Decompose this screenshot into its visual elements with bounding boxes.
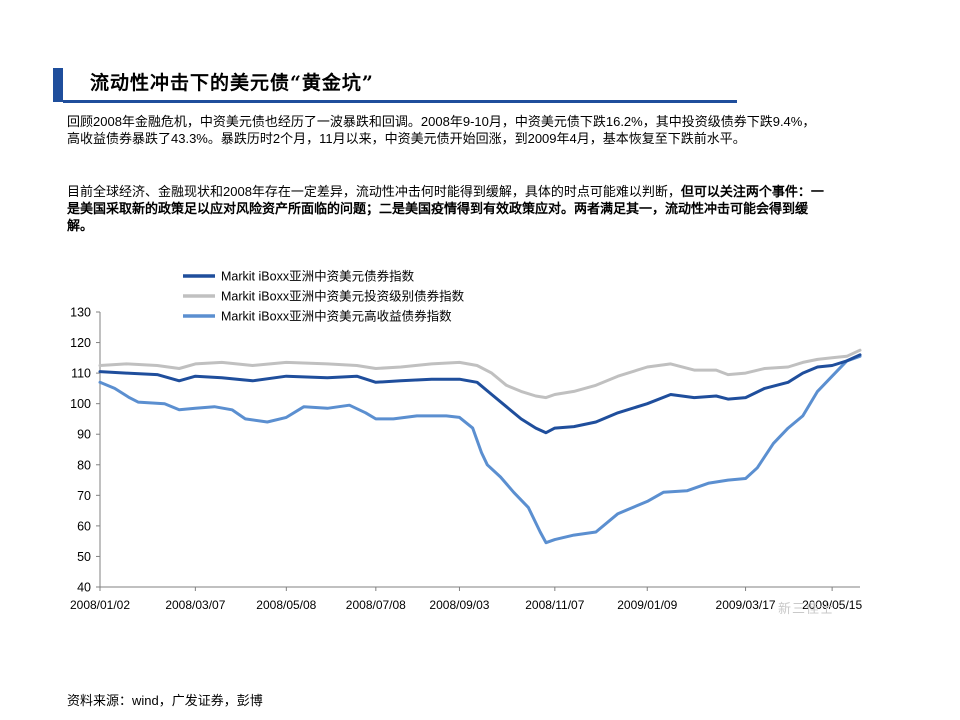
x-tick-label: 2008/11/07 xyxy=(525,598,584,612)
x-axis: 2008/01/02 2008/03/07 2008/05/08 2008/07/08… xyxy=(70,586,862,612)
y-tick-label: 70 xyxy=(77,489,91,503)
y-tick-label: 80 xyxy=(77,458,91,472)
x-tick-label: 2008/01/02 xyxy=(70,598,130,612)
legend-label-2: Markit iBoxx亚洲中资美元投资级别债券指数 xyxy=(221,289,465,304)
y-tick-label: 40 xyxy=(77,581,91,595)
series-line-3 xyxy=(98,354,862,545)
legend-label-3: Markit iBoxx亚洲中资美元高收益债券指数 xyxy=(221,309,452,324)
y-tick-label: 60 xyxy=(77,519,91,533)
y-tick-label: 90 xyxy=(77,428,91,442)
bond-index-chart: Markit iBoxx亚洲中资美元债券指数 Markit iBoxx亚洲中资美元… xyxy=(70,269,863,613)
source-note: 资料来源：wind，广发证券，彭博 xyxy=(67,693,263,708)
x-tick-label: 2008/05/08 xyxy=(256,598,316,612)
paragraph-outlook-bold: 但可以关注两个事件：一是美国采取新的政策足以应对风险资产所面临的问题；二是美国疫… xyxy=(67,184,824,233)
y-axis: 40 50 60 70 80 90 100 110 120 130 xyxy=(70,306,101,595)
page-title: 流动性冲击下的美元债“黄金坑” xyxy=(90,72,374,94)
chart-legend: Markit iBoxx亚洲中资美元债券指数 Markit iBoxx亚洲中资美元… xyxy=(183,269,465,324)
x-tick-label: 2008/09/03 xyxy=(429,598,489,612)
series-line-1 xyxy=(98,353,862,435)
paragraph-outlook: 目前全球经济、金融现状和2008年存在一定差异，流动性冲击何时能得到缓解，具体的… xyxy=(67,183,827,234)
title-underline xyxy=(63,100,737,103)
y-tick-label: 120 xyxy=(70,336,91,350)
plot-area xyxy=(98,348,862,545)
x-tick-label: 2008/03/07 xyxy=(165,598,225,612)
x-tick-label: 2009/01/09 xyxy=(617,598,677,612)
x-tick-label: 2009/03/17 xyxy=(716,598,776,612)
paragraph-review: 回顾2008年金融危机，中资美元债也经历了一波暴跌和回调。2008年9-10月，… xyxy=(67,114,816,146)
y-tick-label: 110 xyxy=(71,367,91,381)
x-tick-label: 2009/05/15 xyxy=(802,598,862,612)
y-tick-label: 100 xyxy=(70,397,91,411)
watermark: 新三佳士 xyxy=(778,601,835,616)
title-accent-bar xyxy=(53,68,63,102)
x-tick-label: 2008/07/08 xyxy=(346,598,406,612)
series-line-2 xyxy=(98,348,862,400)
legend-label-1: Markit iBoxx亚洲中资美元债券指数 xyxy=(221,269,415,284)
paragraph-outlook-normal: 目前全球经济、金融现状和2008年存在一定差异，流动性冲击何时能得到缓解，具体的… xyxy=(67,184,681,199)
y-tick-label: 130 xyxy=(70,306,91,320)
y-tick-label: 50 xyxy=(77,550,91,564)
